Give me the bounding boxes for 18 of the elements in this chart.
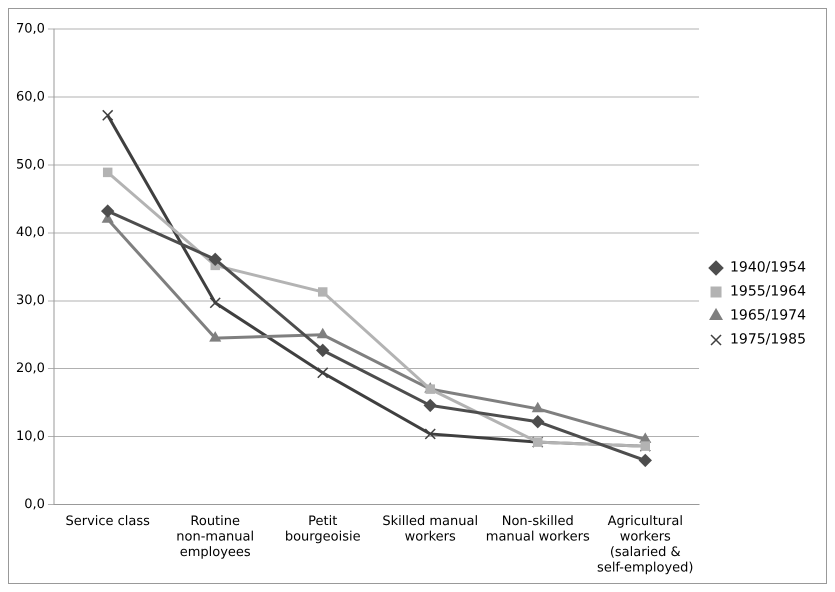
- legend-label: 1940/1954: [730, 260, 806, 276]
- y-tick-label: 60,0: [16, 89, 45, 104]
- x-tick-label: Skilled manual workers: [382, 514, 478, 544]
- x-tick-label: Agricultural workers (salaried & self-employed): [597, 514, 694, 576]
- y-tick-label: 10,0: [16, 429, 45, 444]
- y-tick-label: 40,0: [16, 225, 45, 240]
- x-tick-label: Petit bourgeoisie: [284, 514, 361, 544]
- x-tick-label: Service class: [65, 514, 150, 529]
- y-tick-label: 70,0: [16, 21, 45, 36]
- legend-label: 1975/1985: [730, 332, 806, 348]
- y-tick-label: 30,0: [16, 293, 45, 308]
- legend-label: 1965/1974: [730, 308, 806, 324]
- y-tick-label: 50,0: [16, 157, 45, 172]
- x-tick-label: Non-skilled manual workers: [486, 514, 590, 544]
- y-tick-label: 20,0: [16, 361, 45, 376]
- x-tick-label: Routine non-manual employees: [176, 514, 254, 560]
- legend-label: 1955/1964: [730, 284, 806, 300]
- y-tick-label: 0,0: [24, 496, 45, 512]
